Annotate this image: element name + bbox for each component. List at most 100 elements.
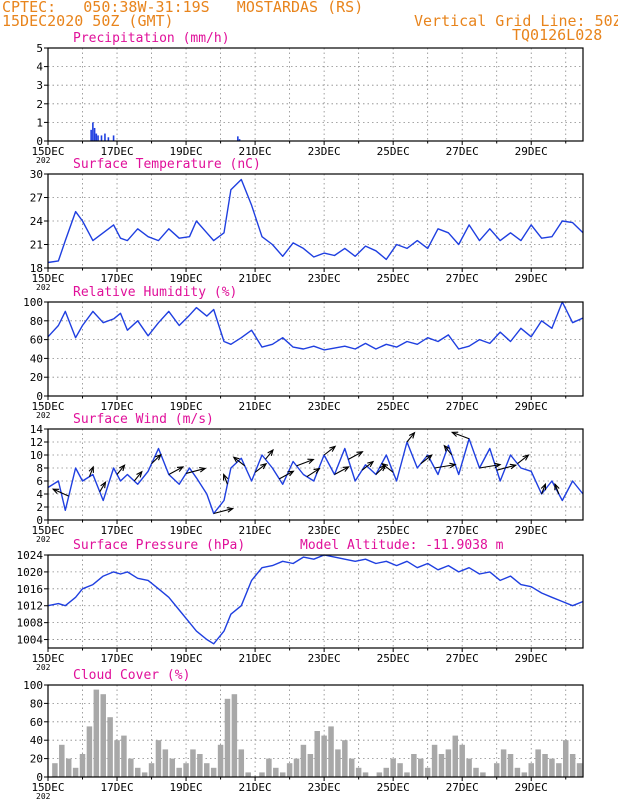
x-tick-label: 23DEC	[308, 781, 341, 794]
y-tick-label: 1	[36, 116, 43, 129]
x-tick-label: 19DEC	[170, 524, 203, 537]
cloud-bar	[542, 754, 548, 777]
wind-arrow-shaft	[233, 456, 246, 467]
wind-arrow-shaft	[133, 471, 143, 482]
x-tick-label: 15DEC	[31, 400, 64, 413]
x-tick-label: 25DEC	[377, 400, 410, 413]
wind-arrow	[296, 458, 315, 467]
y-tick-label: 10	[30, 449, 43, 462]
panel-title: Surface Pressure (hPa)	[73, 538, 245, 553]
x-tick-label: 15DEC	[31, 272, 64, 285]
wind-arrow-shaft	[348, 451, 363, 460]
cloud-bar	[307, 754, 314, 777]
cloud-bar	[293, 758, 300, 777]
cloud-bar	[569, 754, 576, 777]
wind-arrow	[222, 473, 229, 485]
y-tick-label: 100	[23, 296, 43, 309]
cloud-bar	[376, 772, 383, 777]
x-tick-label: 25DEC	[377, 272, 410, 285]
x-tick-label: 21DEC	[239, 524, 272, 537]
wind-arrow	[265, 448, 274, 460]
wind-arrow	[88, 465, 94, 477]
wind-arrow-shaft	[479, 464, 501, 469]
x-tick-label: 17DEC	[100, 400, 133, 413]
y-tick-label: 40	[30, 352, 43, 365]
cloud-bar	[431, 744, 438, 777]
wind-arrow	[554, 482, 560, 495]
wind-line	[47, 438, 584, 515]
wind-arrow-shaft	[99, 481, 106, 493]
y-tick-label: 80	[30, 697, 43, 710]
cloud-bar	[266, 758, 272, 777]
y-tick-label: 12	[30, 436, 43, 449]
x-tick-label: 21DEC	[239, 781, 272, 794]
y-tick-label: 1008	[17, 617, 44, 630]
x-tick-label: 19DEC	[170, 781, 203, 794]
wind-arrow	[540, 482, 547, 495]
wind-arrow-shaft	[452, 431, 470, 440]
wind-arrow-shaft	[296, 458, 314, 467]
y-tick-label: 1004	[17, 634, 44, 647]
y-tick-label: 60	[30, 334, 43, 347]
wind-arrow-shaft	[361, 461, 374, 471]
wind-arrow-shaft	[185, 467, 206, 474]
precip-bar	[112, 135, 115, 141]
x-tick-label: 23DEC	[308, 400, 341, 413]
x-tick-label: 29DEC	[515, 145, 548, 158]
wind-arrow-shaft	[168, 466, 184, 475]
wind-arrow-shaft	[541, 484, 546, 495]
cloud-bar	[286, 763, 293, 777]
cloud-bar	[114, 740, 120, 777]
cloud-bar	[424, 767, 431, 777]
wind-arrow-head	[342, 466, 350, 472]
wind-arrow	[151, 453, 162, 465]
cloud-bar	[576, 763, 583, 777]
wind-arrow	[213, 507, 235, 515]
wind-arrow-head	[509, 463, 518, 470]
wind-arrow	[406, 431, 416, 443]
wind-arrow-shaft	[496, 464, 516, 471]
panel-pres: Surface Pressure (hPa) Model Altitude: -1…	[17, 538, 584, 672]
cloud-bar	[321, 735, 327, 777]
header-grid-line-label: Vertical Grid Line: 50Z	[414, 12, 618, 30]
y-tick-label: 30	[30, 168, 43, 181]
y-tick-label: 6	[36, 475, 43, 488]
x-tick-label: 17DEC	[100, 781, 133, 794]
x-tick-label: 21DEC	[239, 145, 272, 158]
wind-arrow-head	[232, 456, 240, 463]
precip-bar	[238, 139, 241, 141]
wind-arrow	[232, 456, 246, 467]
cloud-bar	[521, 772, 528, 777]
x-tick-label: 29DEC	[515, 524, 548, 537]
x-year-fragment: 202	[36, 283, 51, 292]
x-tick-label: 25DEC	[377, 145, 410, 158]
wind-arrow	[443, 444, 453, 456]
cloud-bar	[507, 754, 514, 777]
cloud-bar	[231, 694, 238, 777]
wind-arrow	[434, 462, 457, 469]
cloud-bar	[383, 767, 390, 777]
cloud-bar	[493, 763, 500, 777]
x-tick-label: 19DEC	[170, 400, 203, 413]
wind-arrow-head	[443, 444, 450, 452]
cloud-bar	[480, 772, 486, 777]
x-tick-label: 15DEC	[31, 524, 64, 537]
wind-arrow-shaft	[223, 474, 228, 485]
wind-arrow	[517, 454, 530, 465]
temp-line	[47, 178, 584, 264]
wind-arrow-head	[260, 462, 268, 470]
cloud-bar	[528, 763, 534, 777]
header-date-line: 15DEC2020 50Z (GMT)	[2, 12, 174, 30]
y-tick-label: 14	[30, 423, 44, 436]
cloud-bar	[52, 763, 58, 777]
panel-title: Relative Humidity (%)	[73, 285, 237, 300]
y-tick-label: 24	[30, 215, 44, 228]
wind-arrow-shaft	[88, 466, 94, 477]
wind-arrow	[278, 470, 295, 480]
cloud-bar	[459, 744, 465, 777]
cloud-bar	[176, 767, 182, 777]
wind-arrow-shaft	[323, 445, 336, 456]
x-tick-label: 29DEC	[515, 652, 548, 665]
x-tick-label: 23DEC	[308, 652, 341, 665]
cloud-bar	[259, 772, 265, 777]
